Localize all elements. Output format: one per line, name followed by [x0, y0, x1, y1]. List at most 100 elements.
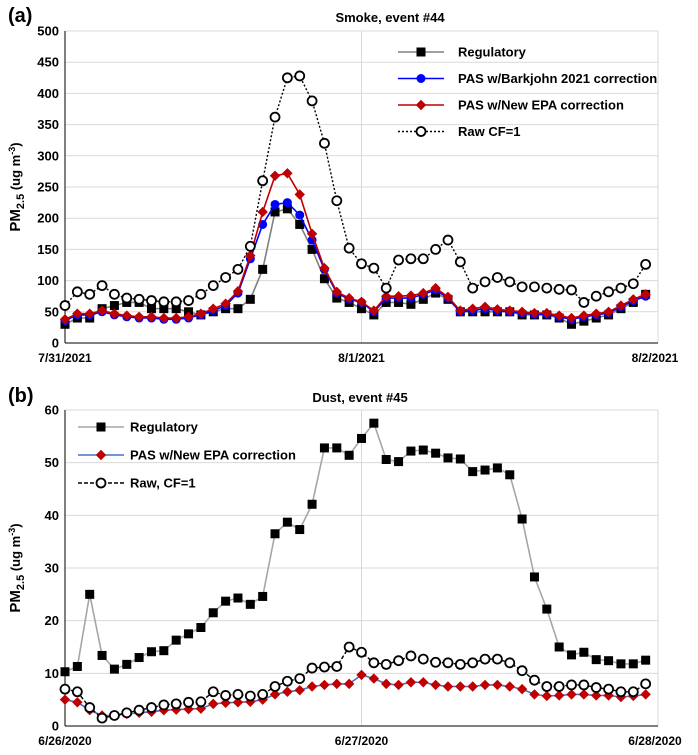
data-point	[60, 667, 70, 677]
data-point	[170, 296, 182, 308]
x-tick-label: 6/28/2020	[628, 734, 682, 748]
data-point	[529, 307, 540, 319]
legend-label: Raw CF=1	[458, 124, 521, 139]
data-point	[455, 305, 466, 316]
data-point	[121, 707, 133, 719]
data-point	[183, 295, 194, 306]
data-point	[430, 282, 441, 294]
data-point	[306, 228, 318, 240]
data-point	[257, 175, 269, 187]
data-point	[96, 305, 108, 316]
data-point	[319, 679, 330, 691]
ylabel-unit: (ug m	[8, 155, 23, 194]
data-point	[455, 681, 466, 692]
data-point	[369, 418, 379, 428]
data-point	[306, 662, 318, 674]
data-point	[245, 599, 255, 609]
data-point	[504, 657, 516, 669]
y-tick-label: 30	[45, 561, 59, 576]
data-point	[59, 300, 71, 311]
data-point	[357, 433, 366, 443]
data-point	[368, 262, 380, 274]
data-point	[578, 297, 590, 308]
data-point	[554, 642, 564, 652]
data-point	[343, 292, 355, 304]
ylabel-unit: (ug m	[8, 536, 23, 575]
data-point	[133, 311, 145, 322]
y-tick-label: 60	[45, 403, 59, 418]
data-point	[195, 696, 207, 708]
ylabel-sup: -3	[7, 147, 17, 155]
data-point	[368, 673, 380, 684]
data-point	[542, 604, 552, 614]
data-point	[467, 657, 479, 669]
y-tick-label: 150	[37, 242, 59, 257]
data-point	[492, 304, 503, 315]
ylabel-sub: 2.5	[15, 575, 27, 590]
data-point	[566, 679, 577, 691]
panel-label: (b)	[8, 385, 34, 407]
data-point	[603, 286, 614, 298]
data-point	[467, 282, 479, 294]
data-point	[566, 689, 577, 700]
data-point	[134, 653, 144, 663]
data-point	[443, 453, 453, 463]
data-point	[529, 674, 540, 686]
series-pas-w-new-epa-correction	[59, 669, 651, 721]
data-point	[553, 310, 565, 321]
data-point	[207, 686, 219, 698]
data-point	[516, 306, 528, 318]
data-point	[480, 465, 490, 475]
data-point	[109, 710, 120, 721]
series-regulatory	[60, 418, 651, 677]
data-point	[405, 650, 417, 662]
data-point	[603, 306, 614, 318]
y-tick-label: 450	[37, 55, 59, 70]
data-point	[208, 698, 219, 710]
legend-marker	[95, 449, 107, 461]
data-point	[529, 281, 540, 293]
ylabel-close: )	[8, 523, 23, 527]
data-point	[627, 686, 639, 698]
legend-marker	[416, 74, 426, 83]
legend-marker	[416, 47, 426, 57]
data-point	[331, 678, 342, 690]
legend-label: PAS w/New EPA correction	[130, 448, 296, 463]
data-point	[417, 253, 429, 265]
data-point	[578, 689, 590, 700]
data-point	[566, 284, 577, 296]
data-point	[553, 690, 565, 701]
data-point	[158, 312, 170, 324]
y-tick-label: 350	[37, 117, 59, 132]
data-point	[529, 689, 540, 700]
data-point	[282, 198, 292, 208]
data-point	[233, 593, 243, 603]
y-tick-label: 200	[37, 211, 59, 226]
y-tick-label: 40	[45, 508, 59, 523]
data-point	[566, 312, 577, 324]
legend-label: Regulatory	[130, 420, 199, 435]
legend-marker	[415, 99, 427, 111]
data-point	[306, 95, 318, 107]
x-tick-label: 6/26/2020	[38, 734, 92, 748]
data-point	[418, 677, 429, 688]
data-point	[381, 290, 392, 302]
data-point	[109, 664, 119, 674]
ylabel-main: PM	[7, 209, 24, 232]
data-point	[454, 658, 466, 670]
data-point	[72, 661, 82, 671]
data-point	[232, 286, 244, 297]
data-point	[331, 661, 343, 672]
data-point	[468, 467, 478, 477]
chart-title: Smoke, event #44	[335, 10, 445, 25]
y-tick-label: 250	[37, 180, 59, 195]
data-point	[591, 308, 602, 319]
data-point	[282, 517, 292, 527]
legend-entry: PAS w/New EPA correction	[398, 98, 624, 113]
data-point	[221, 596, 231, 606]
data-point	[183, 696, 194, 708]
data-point	[616, 659, 626, 669]
data-point	[294, 673, 306, 684]
legend-entry: PAS w/Barkjohn 2021 correction	[398, 71, 657, 86]
y-tick-label: 500	[37, 24, 59, 39]
